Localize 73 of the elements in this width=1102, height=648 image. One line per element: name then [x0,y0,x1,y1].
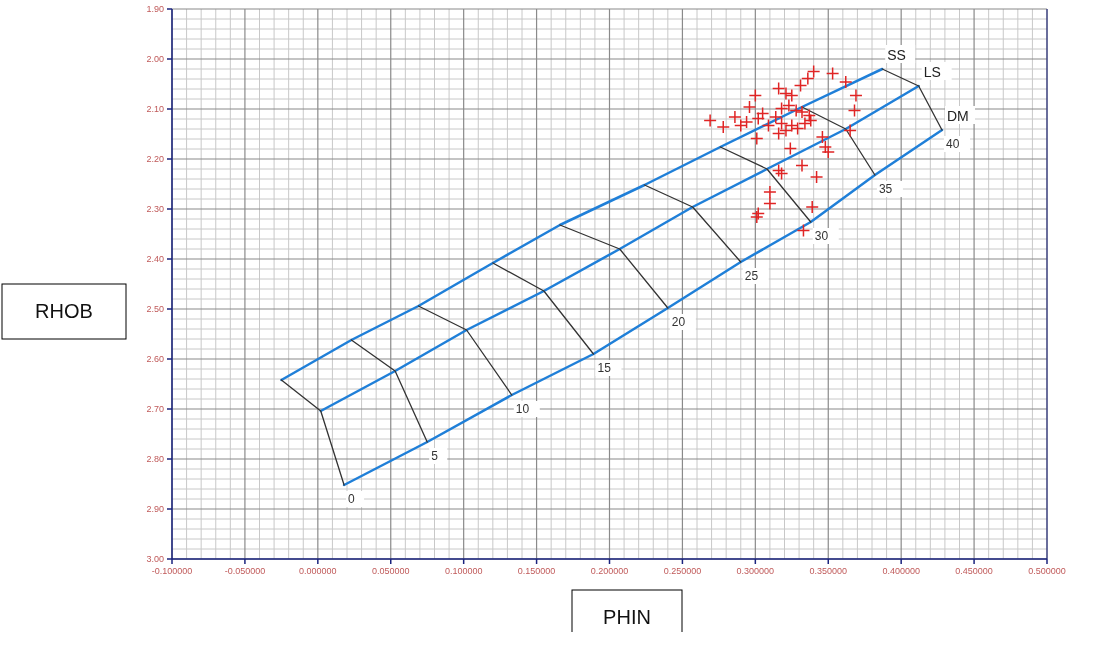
annotation: 30 [814,229,829,243]
point [742,100,757,114]
x-tick-label: 0.050000 [371,566,410,576]
annotation: 20 [671,315,686,329]
y-tick-label: 2.90 [146,504,164,514]
x-tick-label: 0.000000 [299,566,337,576]
series-label: LS [923,64,941,80]
series-label: DM [947,108,969,124]
point [825,66,840,81]
point [843,123,857,138]
annotation: 35 [878,182,893,196]
annotation: 25 [744,269,759,283]
annotation: 10 [515,402,530,416]
y-tick-label: 2.10 [146,104,164,114]
line-series [342,128,944,487]
x-tick-label: 0.250000 [663,566,702,576]
point [763,185,777,199]
point [815,130,830,144]
x-tick-label: 0.350000 [809,566,848,576]
x-tick-label: 0.450000 [955,566,993,576]
point [849,88,863,103]
x-tick-label: 0.200000 [590,566,629,576]
point [739,115,754,129]
annotation: 5 [431,449,439,463]
point [774,101,789,116]
point [750,210,764,224]
y-axis-title: RHOB [35,300,93,322]
y-tick-label: 1.90 [146,4,164,14]
line-series [319,84,920,413]
point [795,158,809,173]
x-tick-label: 0.500000 [1028,566,1066,576]
y-tick-label: 2.80 [146,454,164,464]
point [750,131,764,146]
series-label: SS [887,47,906,63]
x-axis-title: PHIN [603,606,651,628]
point [761,118,776,133]
y-tick-label: 2.50 [146,304,164,314]
y-tick-label: 2.00 [146,54,164,64]
y-tick-label: 2.20 [146,154,164,164]
x-tick-label: 0.100000 [444,566,483,576]
point [703,113,717,128]
y-tick-label: 3.00 [146,554,164,564]
annotation: 40 [946,137,960,151]
x-tick-label: -0.050000 [224,566,266,576]
point [748,88,763,103]
point [806,64,821,79]
point [801,71,815,86]
x-tick-label: 0.300000 [736,566,775,576]
point [798,116,812,131]
x-tick-label: 0.400000 [882,566,920,576]
point [751,111,765,126]
point [793,78,808,93]
y-tick-label: 2.70 [146,404,164,414]
annotation: 0 [348,492,356,506]
point [804,113,818,128]
point [751,206,765,221]
point [839,75,853,89]
y-tick-label: 2.40 [146,254,164,264]
point [755,106,770,121]
point [809,170,824,184]
point [847,103,862,118]
x-tick-label: 0.150000 [517,566,556,576]
point [716,120,730,134]
point [796,223,811,238]
point [771,126,786,141]
y-tick-label: 2.60 [146,354,164,364]
y-tick-label: 2.30 [146,204,164,214]
point [785,88,799,103]
point [783,141,798,156]
annotation: 15 [597,361,612,375]
point [805,200,819,214]
point [763,196,777,211]
x-tick-label: -0.100000 [151,566,193,576]
